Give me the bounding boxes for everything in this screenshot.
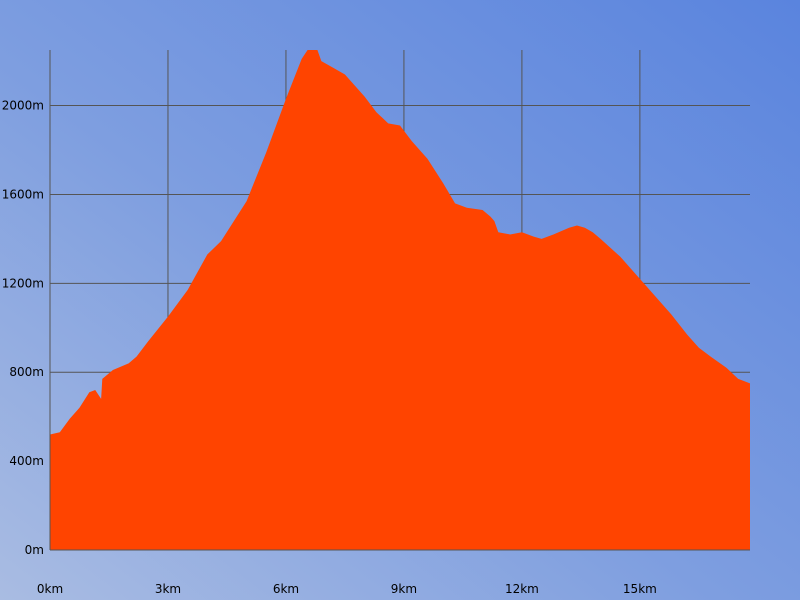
y-tick-label: 800m [9, 365, 44, 379]
series-area-0 [50, 50, 750, 550]
x-tick-label: 0km [37, 582, 63, 596]
y-tick-label: 400m [9, 454, 44, 468]
y-tick-label: 1600m [2, 187, 44, 201]
axes [49, 50, 750, 551]
y-tick-label: 0m [25, 543, 44, 557]
x-tick-label: 3km [155, 582, 181, 596]
x-tick-label: 12km [505, 582, 539, 596]
x-tick-labels: 0km 3km 6km 9km 12km 15km [37, 582, 657, 596]
y-tick-labels: 0m 400m 800m 1200m 1600m 2000m [2, 99, 44, 557]
series-area [50, 50, 750, 550]
x-tick-label: 9km [391, 582, 417, 596]
x-tick-label: 6km [273, 582, 299, 596]
y-tick-label: 1200m [2, 276, 44, 290]
y-tick-label: 2000m [2, 99, 44, 113]
x-tick-label: 15km [623, 582, 657, 596]
